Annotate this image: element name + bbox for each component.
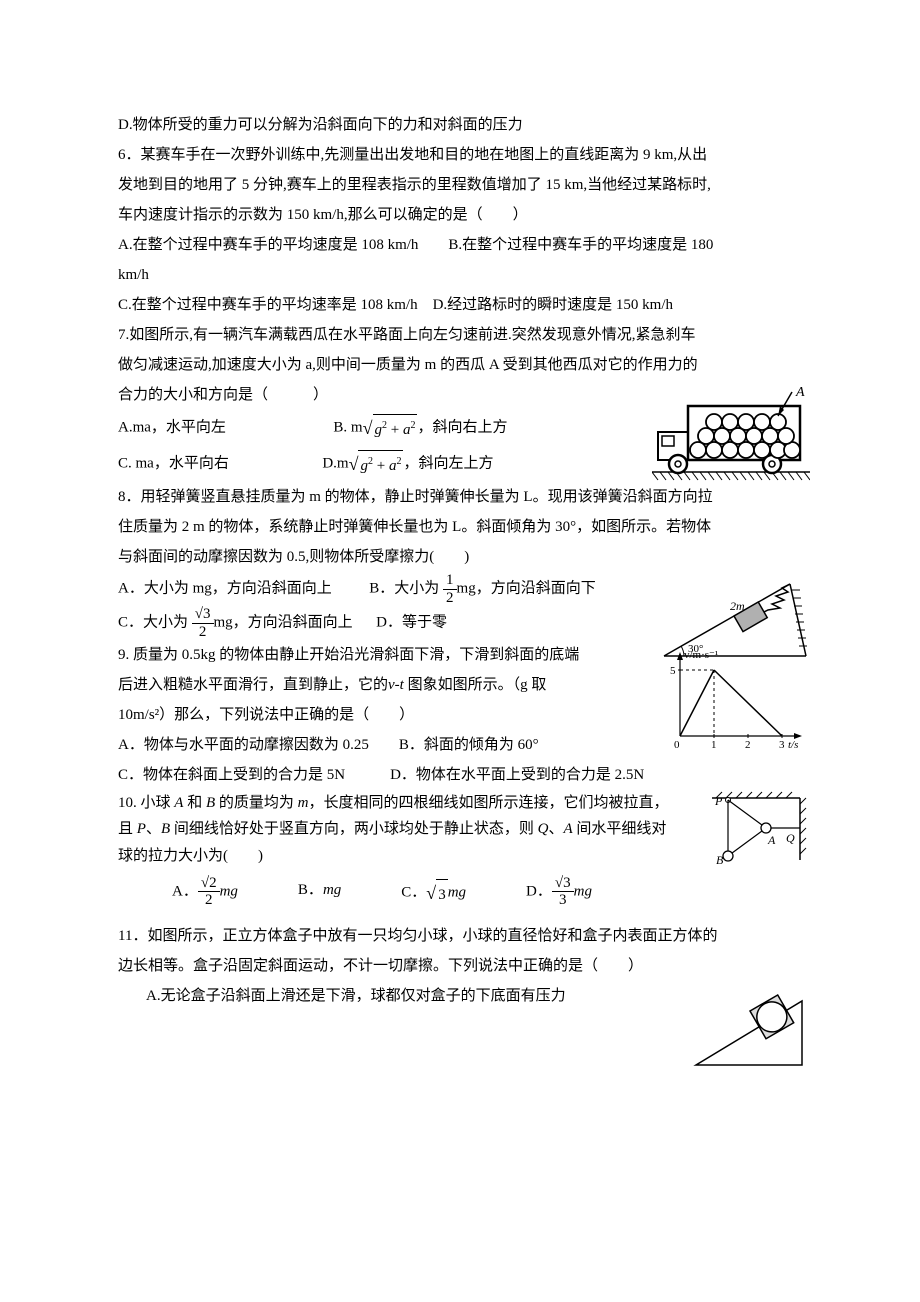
q7-options-row2: C. ma，水平向右 D.m√g2 + a2，斜向左上方 (118, 446, 650, 482)
q6-option-cd: C.在整个过程中赛车手的平均速率是 108 km/h D.经过路标时的瞬时速度是… (118, 290, 810, 320)
q9-stem-l2: 后进入粗糙水平面滑行，直到静止，它的v-t 图象如图所示。（g 取 (118, 670, 650, 700)
q7-option-d-pre: D.m (322, 455, 348, 471)
q6-stem-l2: 发地到目的地用了 5 分钟,赛车上的里程表指示的里程数值增加了 15 km,当他… (118, 170, 810, 200)
q9-stem-l3: 10m/s²）那么，下列说法中正确的是（ ） (118, 700, 650, 730)
q6-stem-l3: 车内速度计指示的示数为 150 km/h,那么可以确定的是（ ） (118, 200, 810, 230)
q10-figure: P A Q B (710, 790, 810, 868)
q9-xtick-3: 3 (779, 739, 785, 751)
q10-label-p: P (714, 794, 723, 808)
q7-label-a: A (795, 386, 805, 400)
q10-options: A．√22mg B．mg C．√3mg D．√33mg (118, 875, 810, 911)
q6-stem-l1: 6．某赛车手在一次野外训练中,先测量出出发地和目的地在地图上的直线距离为 9 k… (118, 140, 810, 170)
q8-options-row2: C．大小为 √32mg，方向沿斜面向上 D．等于零 (118, 606, 650, 640)
q7-option-c: C. ma，水平向右 (118, 455, 229, 471)
q10-option-c: C．√3mg (401, 875, 466, 911)
q7-stem-l3: 合力的大小和方向是（ ） (118, 380, 650, 410)
q11-stem-l2: 边长相等。盒子沿固定斜面运动，不计一切摩擦。下列说法中正确的是（ ） (118, 951, 810, 981)
q9-ylabel: v/m·s⁻¹ (684, 649, 718, 661)
q8-option-b-post: mg，方向沿斜面向下 (457, 580, 596, 596)
q9-option-ab: A．物体与水平面的动摩擦因数为 0.25 B．斜面的倾角为 60° (118, 730, 650, 760)
q8-option-b-pre: B．大小为 (369, 580, 439, 596)
q8-mass-label: 2m (730, 599, 745, 613)
q8-frac-half: 12 (443, 572, 457, 606)
q7-option-a: A.ma，水平向左 (118, 419, 226, 435)
q6-option-ab: A.在整个过程中赛车手的平均速度是 108 km/h B.在整个过程中赛车手的平… (118, 230, 810, 260)
q7-block: 7.如图所示,有一辆汽车满载西瓜在水平路面上向左匀速前进.突然发现意外情况,紧急… (118, 320, 810, 482)
q8-option-c-post: mg，方向沿斜面向上 (214, 614, 353, 630)
q11-block: 11．如图所示，正立方体盒子中放有一只均匀小球，小球的直径恰好和盒子内表面正方体… (118, 921, 810, 1011)
q10-option-a: A．√22mg (172, 875, 238, 911)
q10-option-d: D．√33mg (526, 875, 592, 911)
q8-option-a: A．大小为 mg，方向沿斜面向上 (118, 580, 332, 596)
q11-stem-l1: 11．如图所示，正立方体盒子中放有一只均匀小球，小球的直径恰好和盒子内表面正方体… (118, 921, 810, 951)
q9-xtick-0: 0 (674, 739, 680, 751)
q9-option-cd: C．物体在斜面上受到的合力是 5N D．物体在水平面上受到的合力是 2.5N (118, 760, 810, 790)
q9-stem-l1: 9. 质量为 0.5kg 的物体由静止开始沿光滑斜面下滑，下滑到斜面的底端 (118, 640, 650, 670)
q10-option-b: B．mg (298, 875, 341, 911)
q10-label-b: B (716, 853, 724, 867)
q8-option-c-pre: C．大小为 (118, 614, 188, 630)
q9-chart: v/m·s⁻¹ t/s 5 0 1 2 3 (660, 644, 810, 754)
q8-option-d: D．等于零 (376, 614, 447, 630)
q8-block: 8．用轻弹簧竖直悬挂质量为 m 的物体，静止时弹簧伸长量为 L。现用该弹簧沿斜面… (118, 482, 810, 640)
q10-block: P A Q B 10. 小球 A 和 B 的质量均为 m，长度相同的四根细线如图… (118, 790, 810, 911)
q10-label-q: Q (786, 831, 795, 845)
q7-stem-l1: 7.如图所示,有一辆汽车满载西瓜在水平路面上向左匀速前进.突然发现意外情况,紧急… (118, 320, 810, 350)
q10-stem-l1: 10. 小球 A 和 B 的质量均为 m，长度相同的四根细线如图所示连接，它们均… (118, 790, 690, 816)
q10-stem-l3: 球的拉力大小为( ) (118, 843, 690, 869)
q8-stem-l3: 与斜面间的动摩擦因数为 0.5,则物体所受摩擦力( ) (118, 542, 810, 572)
q7-option-d-post: ，斜向左上方 (403, 455, 493, 471)
q9-xtick-1: 1 (711, 739, 717, 751)
q9-ytick-5: 5 (670, 665, 676, 677)
q8-frac-root3-2: √32 (192, 606, 214, 640)
q11-figure (690, 983, 810, 1073)
q8-stem-l1: 8．用轻弹簧竖直悬挂质量为 m 的物体，静止时弹簧伸长量为 L。现用该弹簧沿斜面… (118, 482, 810, 512)
q8-stem-l2: 住质量为 2 m 的物体，系统静止时弹簧伸长量也为 L。斜面倾角为 30°，如图… (118, 512, 810, 542)
q5-option-d: D.物体所受的重力可以分解为沿斜面向下的力和对斜面的压力 (118, 110, 810, 140)
q9-xlabel: t/s (788, 739, 798, 751)
q7-option-b-pre: B. m (333, 419, 362, 435)
q8-options-row1: A．大小为 mg，方向沿斜面向上 B．大小为 12mg，方向沿斜面向下 (118, 572, 650, 606)
q10-stem-l2: 且 P、B 间细线恰好处于竖直方向，两小球均处于静止状态，则 Q、A 间水平细线… (118, 816, 690, 842)
q7-stem-l2: 做匀减速运动,加速度大小为 a,则中间一质量为 m 的西瓜 A 受到其他西瓜对它… (118, 350, 810, 380)
q9-xtick-2: 2 (745, 739, 751, 751)
q7-options-row1: A.ma，水平向左 B. m√g2 + a2，斜向右上方 (118, 410, 650, 446)
q7-option-b-post: ，斜向右上方 (417, 419, 507, 435)
q7-figure: A (652, 386, 810, 482)
q6-option-ab-cont: km/h (118, 260, 810, 290)
q10-label-a: A (767, 833, 776, 847)
q9-block: v/m·s⁻¹ t/s 5 0 1 2 3 9. 质量为 0.5kg 的物体由静… (118, 640, 810, 790)
